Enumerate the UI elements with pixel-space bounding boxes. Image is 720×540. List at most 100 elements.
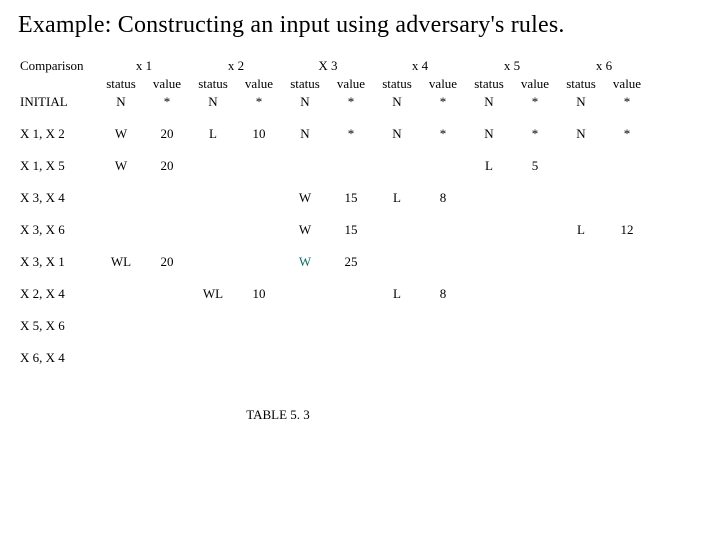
cell [374,221,420,239]
row-label: X 3, X 4 [18,189,98,207]
cell [98,189,144,207]
cell: N [558,125,604,143]
cell: N [466,125,512,143]
col-x4: x 4 [374,57,466,75]
cell: 10 [236,285,282,303]
cell [144,317,190,335]
cell: L [558,221,604,239]
cell: W [98,125,144,143]
table-row: X 5, X 6 [18,317,650,335]
cell: N [558,93,604,111]
cell: 10 [236,125,282,143]
cell: N [466,93,512,111]
page-title: Example: Constructing an input using adv… [18,12,702,39]
row-label: X 1, X 5 [18,157,98,175]
cell [466,189,512,207]
cell: * [604,125,650,143]
cell [236,221,282,239]
adversary-table: Comparison x 1 x 2 X 3 x 4 x 5 x 6 statu… [18,57,650,381]
cell [374,317,420,335]
col-x5: x 5 [466,57,558,75]
cell [190,317,236,335]
cell [604,253,650,271]
cell [374,253,420,271]
cell: * [144,93,190,111]
cell [558,349,604,367]
cell: * [512,93,558,111]
header-row-1: Comparison x 1 x 2 X 3 x 4 x 5 x 6 [18,57,650,75]
comparison-header: Comparison [18,57,98,75]
cell [420,317,466,335]
table-row: X 1, X 5W20L5 [18,157,650,175]
cell [190,221,236,239]
cell [420,221,466,239]
cell: * [420,125,466,143]
cell: * [328,93,374,111]
cell: * [604,93,650,111]
cell [604,157,650,175]
cell [558,157,604,175]
cell [466,253,512,271]
cell: WL [190,285,236,303]
cell [190,189,236,207]
row-label: X 1, X 2 [18,125,98,143]
cell: N [98,93,144,111]
cell: WL [98,253,144,271]
cell [466,285,512,303]
cell [374,157,420,175]
cell [236,253,282,271]
cell [558,317,604,335]
table-row: X 3, X 6W15L12 [18,221,650,239]
cell [328,317,374,335]
cell [144,221,190,239]
cell: L [466,157,512,175]
row-label: X 6, X 4 [18,349,98,367]
cell: W [98,157,144,175]
table-row: X 6, X 4 [18,349,650,367]
cell [512,317,558,335]
cell: * [512,125,558,143]
cell [604,189,650,207]
cell: 8 [420,189,466,207]
cell [604,285,650,303]
cell: N [374,93,420,111]
table-row: X 2, X 4WL10L8 [18,285,650,303]
cell [512,189,558,207]
cell [512,349,558,367]
table-row: X 3, X 1WL20W25 [18,253,650,271]
cell [236,349,282,367]
cell: W [282,221,328,239]
cell: 12 [604,221,650,239]
cell [98,317,144,335]
cell [328,349,374,367]
cell [558,285,604,303]
cell [282,157,328,175]
cell [420,157,466,175]
value-header: value [144,75,190,93]
cell: L [190,125,236,143]
cell: * [236,93,282,111]
col-x2: x 2 [190,57,282,75]
row-label: X 5, X 6 [18,317,98,335]
header-row-2: status value status value status value s… [18,75,650,93]
cell [98,221,144,239]
cell [144,349,190,367]
cell [420,253,466,271]
cell: L [374,189,420,207]
cell: 5 [512,157,558,175]
cell: * [328,125,374,143]
cell [374,349,420,367]
status-header: status [98,75,144,93]
row-label: X 2, X 4 [18,285,98,303]
cell [558,189,604,207]
cell [466,349,512,367]
cell [282,317,328,335]
row-label: X 3, X 6 [18,221,98,239]
cell [512,221,558,239]
col-x6: x 6 [558,57,650,75]
cell [604,349,650,367]
col-x1: x 1 [98,57,190,75]
cell [558,253,604,271]
cell [466,317,512,335]
cell: * [420,93,466,111]
